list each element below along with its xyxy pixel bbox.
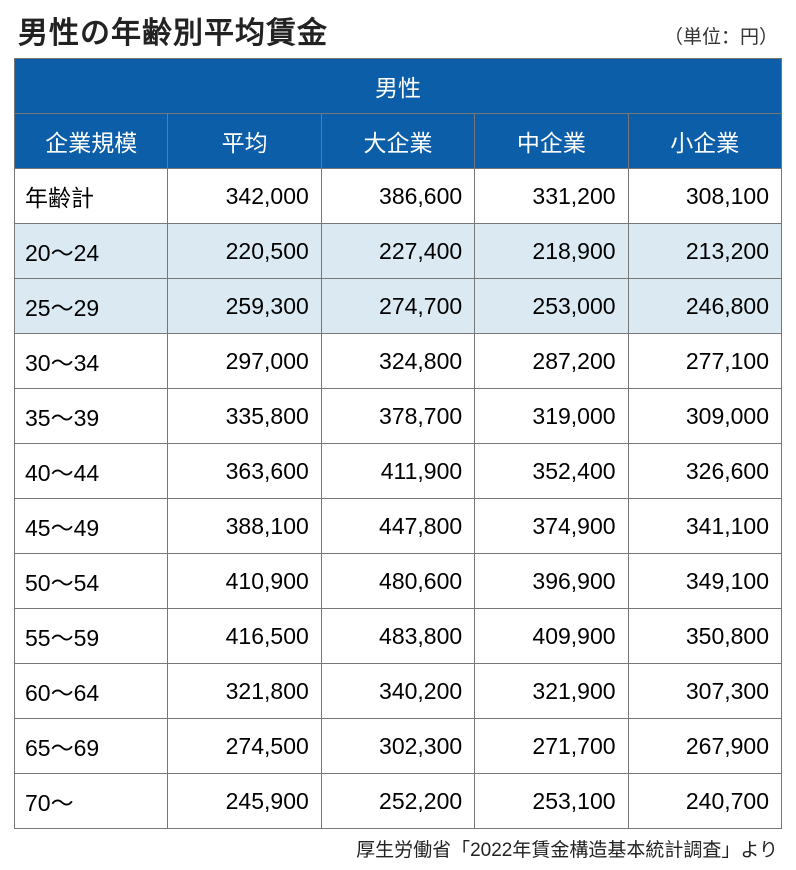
cell-value: 324,800 — [321, 334, 474, 389]
cell-value: 308,100 — [628, 169, 781, 224]
row-label: 45〜49 — [15, 499, 168, 554]
col-header: 小企業 — [628, 114, 781, 169]
cell-value: 218,900 — [475, 224, 628, 279]
col-header: 中企業 — [475, 114, 628, 169]
table-row: 年齢計342,000386,600331,200308,100 — [15, 169, 782, 224]
row-label: 60〜64 — [15, 664, 168, 719]
table-body: 年齢計342,000386,600331,200308,10020〜24220,… — [15, 169, 782, 829]
header-columns-row: 企業規模 平均 大企業 中企業 小企業 — [15, 114, 782, 169]
row-label: 65〜69 — [15, 719, 168, 774]
cell-value: 342,000 — [168, 169, 321, 224]
source-note: 厚生労働省「2022年賃金構造基本統計調査」より — [14, 835, 782, 862]
table-row: 55〜59416,500483,800409,900350,800 — [15, 609, 782, 664]
row-label: 35〜39 — [15, 389, 168, 444]
cell-value: 335,800 — [168, 389, 321, 444]
row-label: 25〜29 — [15, 279, 168, 334]
table-row: 20〜24220,500227,400218,900213,200 — [15, 224, 782, 279]
cell-value: 271,700 — [475, 719, 628, 774]
cell-value: 287,200 — [475, 334, 628, 389]
table-row: 35〜39335,800378,700319,000309,000 — [15, 389, 782, 444]
cell-value: 274,700 — [321, 279, 474, 334]
col-header: 企業規模 — [15, 114, 168, 169]
cell-value: 253,100 — [475, 774, 628, 829]
cell-value: 309,000 — [628, 389, 781, 444]
cell-value: 341,100 — [628, 499, 781, 554]
cell-value: 297,000 — [168, 334, 321, 389]
unit-label: （単位：円） — [664, 22, 778, 49]
cell-value: 245,900 — [168, 774, 321, 829]
row-label: 40〜44 — [15, 444, 168, 499]
wage-table: 男性 企業規模 平均 大企業 中企業 小企業 年齢計342,000386,600… — [14, 58, 782, 829]
cell-value: 483,800 — [321, 609, 474, 664]
cell-value: 352,400 — [475, 444, 628, 499]
cell-value: 213,200 — [628, 224, 781, 279]
cell-value: 396,900 — [475, 554, 628, 609]
row-label: 55〜59 — [15, 609, 168, 664]
title-row: 男性の年齢別平均賃金 （単位：円） — [14, 8, 782, 52]
cell-value: 253,000 — [475, 279, 628, 334]
cell-value: 321,800 — [168, 664, 321, 719]
table-row: 50〜54410,900480,600396,900349,100 — [15, 554, 782, 609]
cell-value: 409,900 — [475, 609, 628, 664]
col-header: 大企業 — [321, 114, 474, 169]
cell-value: 240,700 — [628, 774, 781, 829]
cell-value: 259,300 — [168, 279, 321, 334]
cell-value: 319,000 — [475, 389, 628, 444]
cell-value: 480,600 — [321, 554, 474, 609]
cell-value: 252,200 — [321, 774, 474, 829]
cell-value: 227,400 — [321, 224, 474, 279]
cell-value: 378,700 — [321, 389, 474, 444]
table-row: 40〜44363,600411,900352,400326,600 — [15, 444, 782, 499]
cell-value: 302,300 — [321, 719, 474, 774]
table-row: 30〜34297,000324,800287,200277,100 — [15, 334, 782, 389]
cell-value: 246,800 — [628, 279, 781, 334]
table-row: 65〜69274,500302,300271,700267,900 — [15, 719, 782, 774]
row-label: 30〜34 — [15, 334, 168, 389]
cell-value: 277,100 — [628, 334, 781, 389]
cell-value: 326,600 — [628, 444, 781, 499]
cell-value: 388,100 — [168, 499, 321, 554]
cell-value: 274,500 — [168, 719, 321, 774]
row-label: 70〜 — [15, 774, 168, 829]
cell-value: 386,600 — [321, 169, 474, 224]
table-row: 45〜49388,100447,800374,900341,100 — [15, 499, 782, 554]
cell-value: 220,500 — [168, 224, 321, 279]
cell-value: 410,900 — [168, 554, 321, 609]
cell-value: 447,800 — [321, 499, 474, 554]
cell-value: 363,600 — [168, 444, 321, 499]
cell-value: 321,900 — [475, 664, 628, 719]
cell-value: 331,200 — [475, 169, 628, 224]
row-label: 50〜54 — [15, 554, 168, 609]
header-top: 男性 — [15, 59, 782, 114]
table-row: 60〜64321,800340,200321,900307,300 — [15, 664, 782, 719]
cell-value: 350,800 — [628, 609, 781, 664]
table-row: 25〜29259,300274,700253,000246,800 — [15, 279, 782, 334]
cell-value: 416,500 — [168, 609, 321, 664]
row-label: 20〜24 — [15, 224, 168, 279]
cell-value: 349,100 — [628, 554, 781, 609]
cell-value: 374,900 — [475, 499, 628, 554]
col-header: 平均 — [168, 114, 321, 169]
table-row: 70〜245,900252,200253,100240,700 — [15, 774, 782, 829]
cell-value: 267,900 — [628, 719, 781, 774]
cell-value: 307,300 — [628, 664, 781, 719]
cell-value: 340,200 — [321, 664, 474, 719]
cell-value: 411,900 — [321, 444, 474, 499]
row-label: 年齢計 — [15, 169, 168, 224]
page-title: 男性の年齢別平均賃金 — [18, 8, 328, 52]
